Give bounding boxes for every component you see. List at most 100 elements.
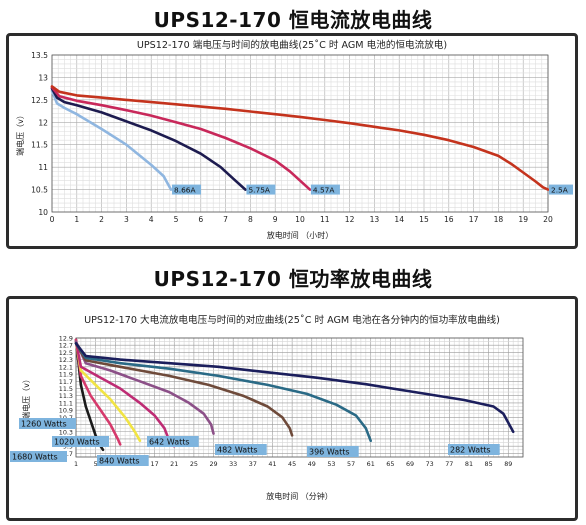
x-tick-label: 8: [248, 215, 253, 224]
x-tick-label: 73: [426, 460, 434, 468]
x-tick-label: 33: [229, 460, 237, 468]
series-line-2: [50, 86, 312, 191]
x-tick-label: 41: [268, 460, 276, 468]
series-label-bg: [97, 455, 149, 466]
y-tick-label: 10.9: [59, 407, 73, 415]
series-label-bg: [246, 184, 276, 195]
x-tick-label: 77: [445, 460, 453, 468]
x-tick-label: 17: [469, 215, 479, 224]
plot-frame: [51, 54, 549, 213]
series-label: 2.5A: [551, 186, 568, 195]
y-tick-label: 10.3: [59, 428, 73, 436]
x-tick-label: 18: [494, 215, 504, 224]
y-axis-label: 端电压（v）: [15, 111, 25, 156]
x-tick-label: 89: [504, 460, 512, 468]
series-label: 840 Watts: [99, 457, 140, 466]
series-label: 8.66A: [174, 186, 196, 195]
x-tick-label: 4: [149, 215, 154, 224]
series-line-6: [74, 342, 372, 443]
y-tick-label: 11.7: [59, 378, 73, 386]
x-tick-label: 57: [347, 460, 355, 468]
chart-title: UPS12-170 端电压与时间的放电曲线(25˚C 时 AGM 电池的恒电流放…: [137, 39, 447, 51]
x-tick-label: 53: [327, 460, 335, 468]
y-tick-label: 11.1: [59, 399, 73, 407]
series-label: 1680 Watts: [12, 453, 58, 462]
x-tick-label: 21: [170, 460, 178, 468]
y-tick-label: 11.9: [59, 371, 73, 379]
x-tick-label: 65: [386, 460, 394, 468]
series-line-7: [74, 342, 515, 434]
x-tick-label: 81: [465, 460, 473, 468]
y-tick-label: 10.5: [31, 186, 48, 195]
x-tick-label: 85: [485, 460, 493, 468]
x-tick-label: 2: [99, 215, 104, 224]
x-tick-label: 25: [190, 460, 198, 468]
x-tick-label: 11: [320, 215, 330, 224]
series-label-bg: [215, 444, 267, 455]
series-label: 1260 Watts: [21, 420, 67, 429]
series-line-3: [50, 85, 550, 191]
constant-power-title: UPS12-170 恒功率放电曲线: [153, 267, 433, 291]
x-tick-label: 1: [74, 460, 78, 468]
series-label-bg: [19, 418, 76, 429]
x-tick-label: 3: [124, 215, 129, 224]
series-label-bg: [310, 184, 340, 195]
y-tick-label: 11.5: [31, 141, 48, 150]
x-axis-label: 放电时间 （分钟）: [266, 491, 333, 501]
x-tick-label: 5: [174, 215, 179, 224]
series-label-bg: [172, 184, 202, 195]
x-tick-label: 29: [209, 460, 217, 468]
series-line-5: [74, 342, 294, 437]
series-label-bg: [549, 184, 573, 195]
x-tick-label: 14: [394, 215, 404, 224]
constant-power-chart: UPS12-170 大电流放电电压与时间的对应曲线(25˚C 时 AGM 电池在…: [10, 314, 524, 501]
y-axis-label: 端电压（v）: [21, 375, 31, 420]
x-tick-label: 69: [406, 460, 414, 468]
x-tick-label: 49: [308, 460, 316, 468]
x-tick-label: 17: [151, 460, 159, 468]
constant-power-chart-panel: UPS12-170 大电流放电电压与时间的对应曲线(25˚C 时 AGM 电池在…: [6, 296, 578, 521]
series-label: 482 Watts: [217, 446, 258, 455]
y-tick-label: 12: [38, 118, 48, 127]
series-label: 4.57A: [313, 186, 335, 195]
series-label-bg: [52, 436, 109, 447]
series-label: 642 Watts: [149, 438, 190, 447]
y-tick-label: 11: [38, 163, 48, 172]
x-tick-label: 20: [543, 215, 553, 224]
x-tick-label: 45: [288, 460, 296, 468]
y-tick-label: 11.3: [59, 392, 73, 400]
x-tick-label: 19: [518, 215, 528, 224]
y-tick-label: 12.3: [59, 356, 73, 364]
series-label-bg: [448, 444, 500, 455]
plot-frame: [75, 337, 524, 458]
x-tick-label: 13: [370, 215, 380, 224]
series-line-1: [50, 87, 247, 191]
constant-current-chart-panel: UPS12-170 端电压与时间的放电曲线(25˚C 时 AGM 电池的恒电流放…: [6, 33, 578, 249]
series-line-2: [74, 340, 142, 443]
x-tick-label: 37: [249, 460, 257, 468]
constant-current-title: UPS12-170 恒电流放电曲线: [153, 8, 433, 32]
constant-current-chart: UPS12-170 端电压与时间的放电曲线(25˚C 时 AGM 电池的恒电流放…: [15, 39, 573, 240]
y-tick-label: 9.7: [63, 450, 73, 458]
x-tick-label: 9: [273, 215, 278, 224]
series-line-0: [50, 89, 173, 191]
x-tick-label: 6: [198, 215, 203, 224]
x-tick-label: 5: [94, 460, 98, 468]
y-tick-label: 13: [38, 73, 48, 82]
series-label: 5.75A: [248, 186, 270, 195]
x-tick-label: 12: [345, 215, 355, 224]
x-tick-label: 16: [444, 215, 454, 224]
y-tick-label: 12.5: [59, 349, 73, 357]
series-label: 1020 Watts: [54, 438, 100, 447]
x-tick-label: 61: [367, 460, 375, 468]
series-label-bg: [10, 451, 67, 462]
y-tick-label: 12.5: [31, 96, 48, 105]
y-tick-label: 12.7: [59, 342, 73, 350]
chart-title: UPS12-170 大电流放电电压与时间的对应曲线(25˚C 时 AGM 电池在…: [84, 314, 500, 326]
series-label-bg: [147, 436, 199, 447]
series-label-bg: [307, 446, 359, 457]
y-tick-label: 12.1: [59, 363, 73, 371]
series-label: 282 Watts: [450, 446, 491, 455]
y-tick-label: 11.5: [59, 385, 73, 393]
x-tick-label: 15: [419, 215, 429, 224]
